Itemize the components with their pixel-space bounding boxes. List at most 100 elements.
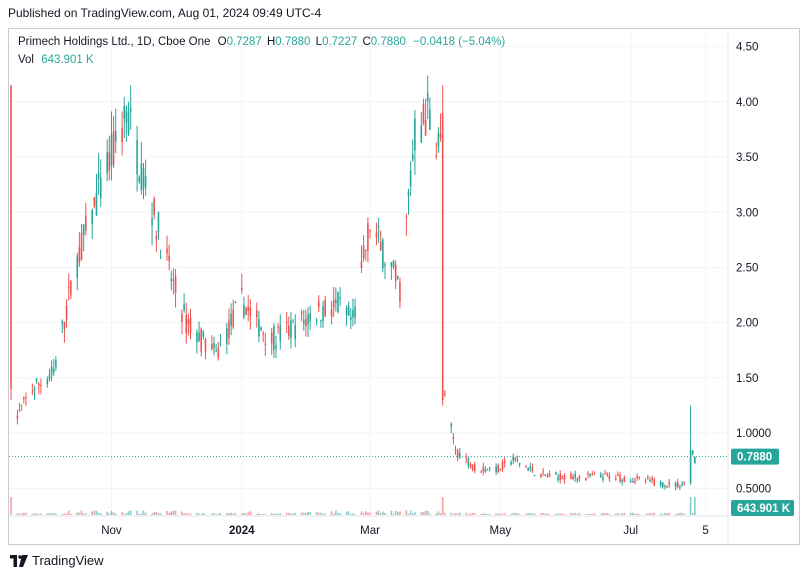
candle-body <box>349 317 352 320</box>
last-volume-badge <box>731 500 794 516</box>
candle-body <box>540 473 542 478</box>
candle-body <box>694 456 696 464</box>
volume-bar <box>52 513 55 515</box>
volume-bar <box>405 510 408 515</box>
volume-bar <box>138 513 141 515</box>
volume-bar <box>264 514 267 515</box>
change-value: −0.0418 (−5.04%) <box>413 36 506 48</box>
volume-bar <box>377 510 380 515</box>
candle-body <box>501 461 504 470</box>
candle-body <box>471 465 474 470</box>
candle-body <box>80 232 83 261</box>
volume-bar <box>82 513 85 515</box>
volume-bar <box>540 513 542 515</box>
candle-body <box>230 313 232 326</box>
volume-bar <box>315 511 318 515</box>
candle-body <box>347 305 350 316</box>
volume-bar <box>382 511 384 515</box>
volume-bar <box>70 513 72 515</box>
candle-body <box>35 378 38 382</box>
candle-body <box>454 449 457 451</box>
volume-bar <box>300 512 303 515</box>
candle-body <box>666 486 668 488</box>
volume-bar <box>570 512 572 515</box>
volume-bar <box>527 513 529 515</box>
volume-bar <box>330 511 333 515</box>
candle-body <box>31 391 34 393</box>
candle-body <box>260 327 262 331</box>
candle-body <box>441 112 444 401</box>
volume-bar <box>16 513 19 515</box>
volume-bar <box>420 512 423 515</box>
candle-body <box>108 152 111 171</box>
volume-bar <box>275 513 277 515</box>
close-label: C <box>362 36 371 48</box>
candle-body <box>531 467 534 472</box>
volume-bar <box>397 511 399 515</box>
volume-bar <box>662 514 664 515</box>
volume-bar <box>452 513 455 515</box>
candle-body <box>651 478 653 481</box>
candle-body <box>653 479 656 486</box>
volume-bar <box>292 513 294 515</box>
candle-body <box>362 245 365 259</box>
candle-body <box>354 306 356 319</box>
candle-body <box>200 328 202 352</box>
volume-bar <box>585 514 587 515</box>
volume-bar <box>273 513 275 515</box>
candle-body <box>444 393 446 395</box>
candle-body <box>277 327 279 329</box>
candle-body <box>219 343 222 345</box>
candle-body <box>424 119 427 136</box>
candle-body <box>157 212 160 232</box>
candle-body <box>84 215 87 231</box>
candle-body <box>604 472 606 474</box>
candle-body <box>16 415 19 419</box>
candle-body <box>23 397 25 400</box>
volume-bar <box>546 513 549 515</box>
volume-bar <box>172 510 175 515</box>
x-tick-label: Mar <box>360 525 380 537</box>
candle-body <box>576 479 579 481</box>
volume-bar <box>114 513 117 515</box>
volume-bar <box>503 513 506 515</box>
candle-body <box>153 198 155 216</box>
candle-body <box>168 255 170 261</box>
candle-body <box>174 276 177 294</box>
candle-body <box>533 475 536 477</box>
volume-bar <box>362 513 365 515</box>
candle-body <box>138 176 141 182</box>
volume-bar <box>533 513 536 515</box>
volume-bar <box>647 513 649 515</box>
volume-bar <box>608 513 611 515</box>
candle-body <box>619 475 621 482</box>
volume-bar <box>153 511 155 515</box>
volume-bar <box>285 512 288 515</box>
candle-body <box>48 375 51 380</box>
candle-body <box>136 139 138 175</box>
candle-body <box>245 307 247 315</box>
volume-bar <box>467 514 470 515</box>
footer-brand[interactable]: TradingView <box>10 553 104 568</box>
volume-bar <box>136 510 138 515</box>
chart-frame[interactable] <box>8 28 800 545</box>
candle-body <box>578 476 581 480</box>
volume-bar <box>681 512 683 515</box>
candle-body <box>187 319 190 325</box>
volume-bar <box>429 513 431 515</box>
volume-bar <box>108 513 111 515</box>
candle-body <box>144 176 147 188</box>
candle-body <box>339 297 341 299</box>
volume-bar <box>651 513 653 515</box>
volume-bar <box>629 512 632 515</box>
y-tick-label: 1.50 <box>736 373 758 385</box>
candle-body <box>623 476 626 482</box>
volume-bar <box>232 513 235 515</box>
volume-bar <box>37 514 40 515</box>
candle-body <box>114 131 117 142</box>
candle-body <box>330 309 333 317</box>
candle-body <box>555 472 557 475</box>
volume-bar <box>441 497 444 515</box>
candle-body <box>142 168 145 190</box>
